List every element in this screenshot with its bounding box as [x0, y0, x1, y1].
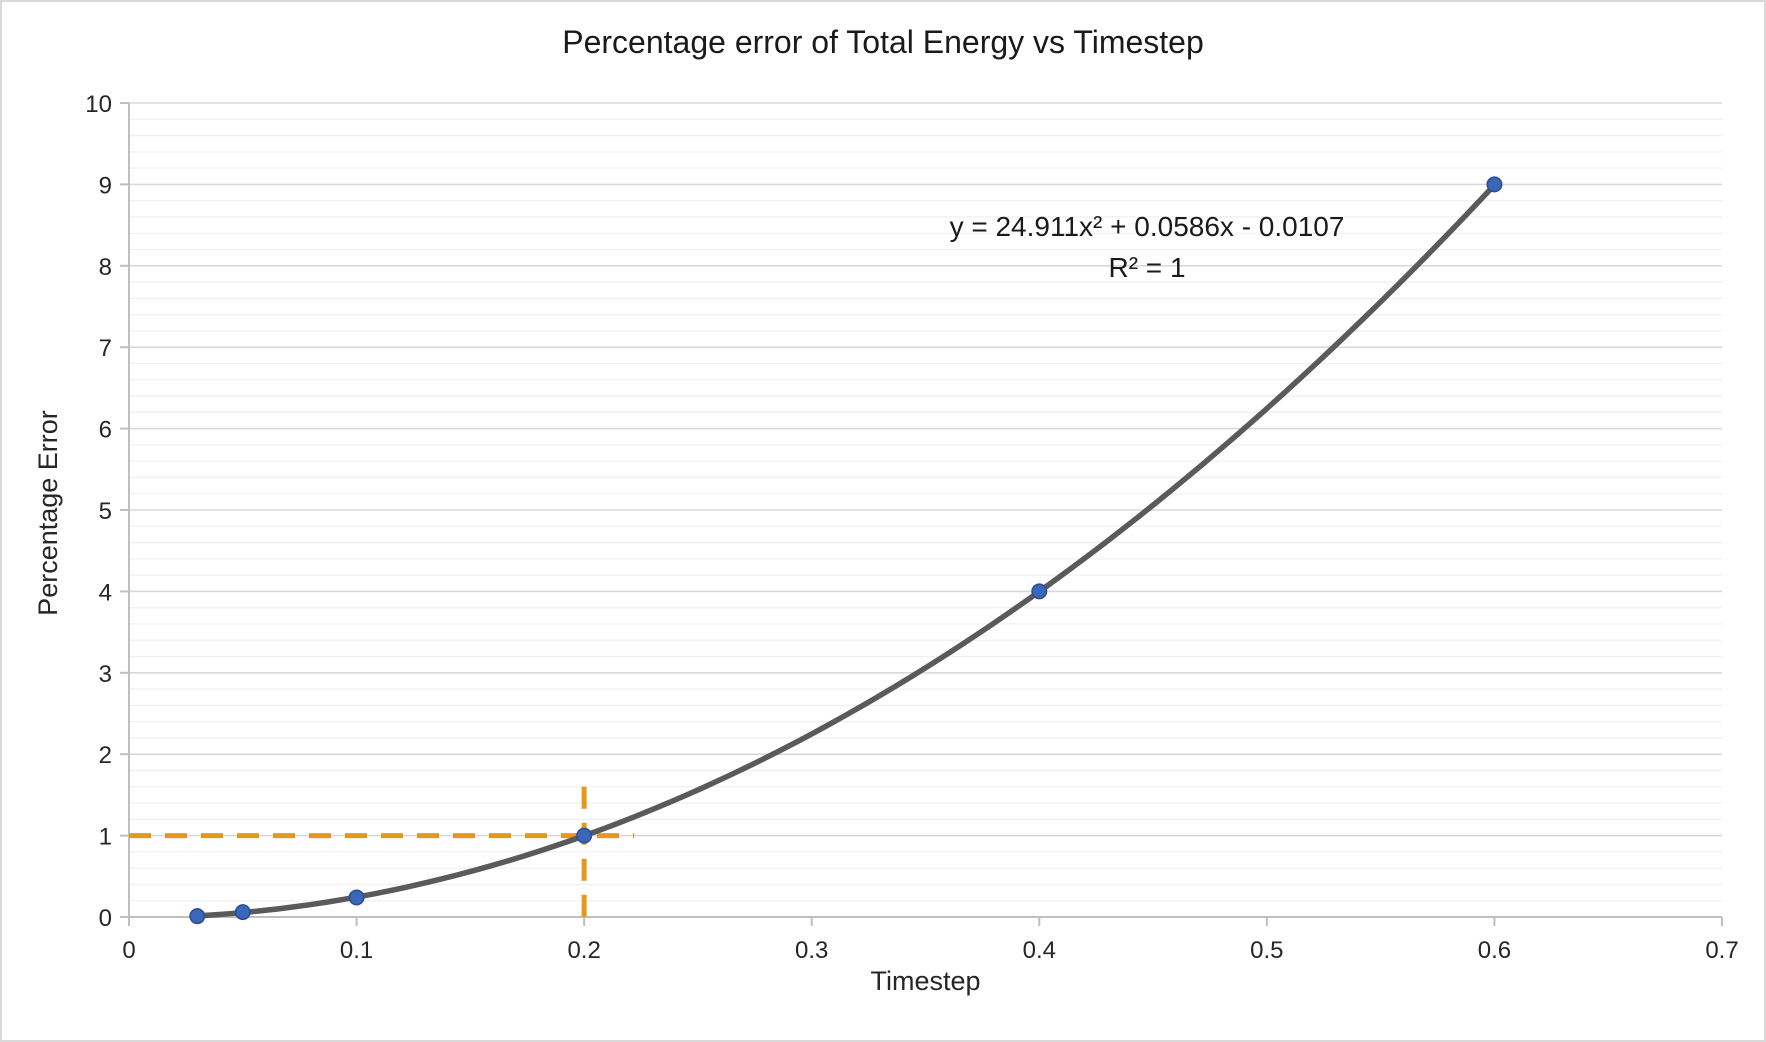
y-tick-label: 6 [99, 417, 112, 444]
y-tick-label: 7 [99, 335, 112, 362]
y-tick-label: 0 [99, 905, 112, 932]
data-point [348, 889, 365, 906]
y-tick-label: 9 [99, 172, 112, 199]
x-tick-label: 0.3 [795, 937, 828, 964]
chart-title: Percentage error of Total Energy vs Time… [562, 24, 1204, 60]
y-tick-label: 10 [85, 91, 112, 118]
data-point [1031, 583, 1048, 600]
x-tick-label: 0 [122, 937, 135, 964]
trendline-equation: y = 24.911x² + 0.0586x - 0.0107 [949, 211, 1345, 242]
r-squared-label: R² = 1 [1108, 252, 1186, 283]
x-tick-label: 0.5 [1250, 937, 1283, 964]
x-tick-label: 0.4 [1023, 937, 1056, 964]
data-point [189, 908, 206, 925]
trendline-equation-box: y = 24.911x² + 0.0586x - 0.0107 R² = 1 [907, 206, 1387, 288]
y-tick-label: 4 [99, 579, 112, 606]
x-axis-title: Timestep [870, 966, 981, 996]
trendline-path [194, 182, 1498, 919]
y-tick-label: 8 [99, 254, 112, 281]
data-point [234, 904, 251, 921]
x-tick-label: 0.2 [567, 937, 600, 964]
data-point [1486, 176, 1503, 193]
y-tick-label: 2 [99, 742, 112, 769]
y-tick-label: 3 [99, 661, 112, 688]
data-point [576, 827, 593, 844]
y-tick-label: 5 [99, 498, 112, 525]
x-tick-label: 0.7 [1705, 937, 1738, 964]
x-tick-label: 0.6 [1478, 937, 1511, 964]
y-tick-label: 1 [99, 824, 112, 851]
x-tick-label: 0.1 [340, 937, 373, 964]
